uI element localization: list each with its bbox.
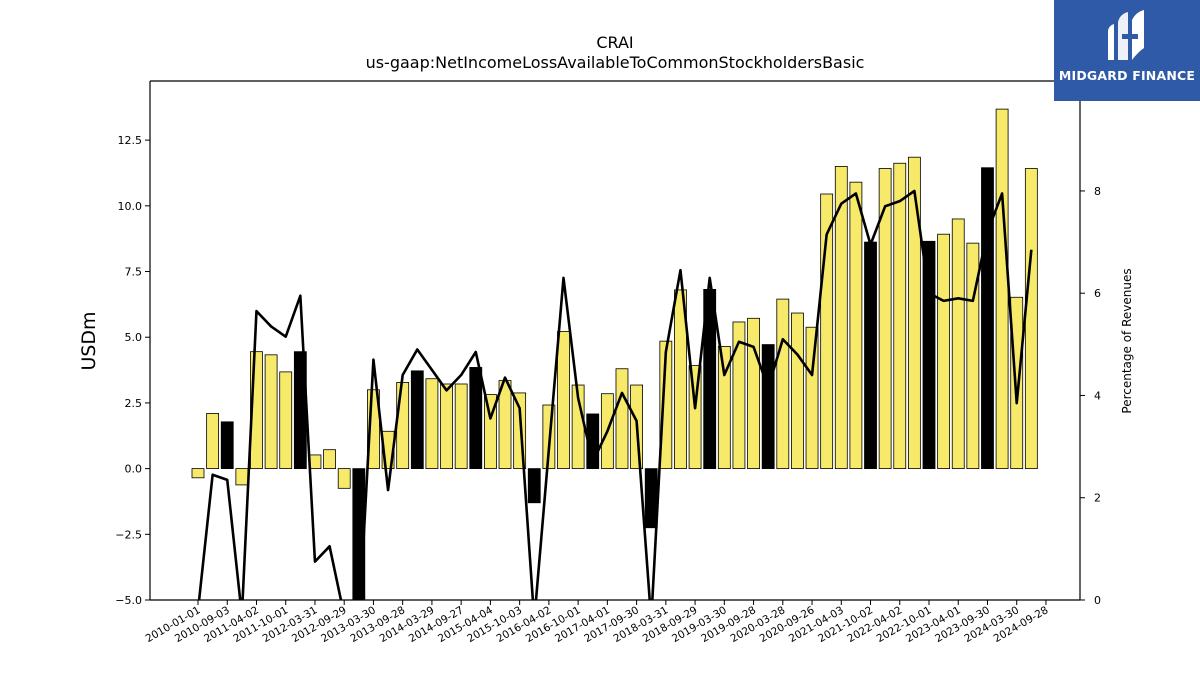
bar <box>995 108 1009 470</box>
logo-badge: MIDGARD FINANCE <box>1054 0 1200 101</box>
bar <box>410 370 424 470</box>
y-axis-right-label: Percentage of Revenues <box>1120 268 1134 413</box>
y-tick-label: 2.5 <box>125 397 143 410</box>
chart-subtitle: us-gaap:NetIncomeLossAvailableToCommonSt… <box>366 53 865 72</box>
bar <box>834 166 848 470</box>
y-tick-label: 7.5 <box>125 266 143 279</box>
bar <box>951 218 965 470</box>
bar <box>907 156 921 470</box>
bar <box>659 340 673 470</box>
y-tick-label: 5.0 <box>125 331 143 344</box>
bar <box>981 167 994 470</box>
bar <box>206 413 220 470</box>
bar <box>791 312 804 470</box>
chart-title: CRAI <box>596 33 633 52</box>
bar <box>893 162 907 470</box>
bar <box>717 346 731 470</box>
bar <box>235 468 249 486</box>
bar <box>776 298 790 470</box>
bar <box>454 383 468 470</box>
y-ticks-right: 0 2 4 6 8 <box>1080 185 1101 607</box>
bar <box>922 240 936 470</box>
bar <box>937 233 951 469</box>
bar <box>440 383 453 470</box>
bar <box>849 181 863 470</box>
bar <box>220 421 234 470</box>
midgard-logo-icon <box>1108 10 1144 60</box>
y-tick-label: 0.0 <box>125 463 143 476</box>
bar <box>747 317 760 470</box>
bar <box>469 367 483 470</box>
bar-series <box>191 108 1038 600</box>
axes <box>149 80 1081 601</box>
x-ticks: 2010-01-012010-09-032011-04-022011-10-01… <box>144 600 1050 645</box>
bar <box>878 168 892 470</box>
y-right-tick-label: 4 <box>1094 389 1101 402</box>
y-tick-label: −2.5 <box>115 528 142 541</box>
bar <box>425 378 439 470</box>
bar <box>761 344 775 470</box>
bar <box>264 354 278 470</box>
bar <box>279 371 293 469</box>
bar <box>557 331 570 469</box>
bar <box>527 468 541 504</box>
bar <box>732 321 746 470</box>
bar <box>396 382 410 470</box>
y-tick-label: −5.0 <box>115 594 142 607</box>
logo-text: MIDGARD FINANCE <box>1058 68 1196 83</box>
bar <box>805 326 819 470</box>
y-right-tick-label: 6 <box>1094 287 1101 300</box>
bar <box>864 241 877 470</box>
y-right-tick-label: 0 <box>1094 594 1101 607</box>
bar <box>498 380 512 470</box>
y-right-tick-label: 2 <box>1094 492 1101 505</box>
bar <box>1024 168 1038 470</box>
y-ticks-left: −5.0 −2.5 0.0 2.5 5.0 7.5 10.0 12.5 <box>115 134 150 607</box>
line-series <box>197 189 1033 600</box>
bar <box>337 468 351 489</box>
y-tick-label: 12.5 <box>118 134 143 147</box>
bar <box>644 468 658 529</box>
bar <box>615 368 629 470</box>
y-tick-label: 10.0 <box>118 200 143 213</box>
percentage-line <box>197 189 1033 600</box>
y-axis-label: USDm <box>78 311 100 370</box>
bar <box>1010 296 1024 470</box>
bar <box>674 289 687 470</box>
bar <box>191 468 205 479</box>
y-right-tick-label: 8 <box>1094 185 1101 198</box>
bar <box>323 449 336 470</box>
